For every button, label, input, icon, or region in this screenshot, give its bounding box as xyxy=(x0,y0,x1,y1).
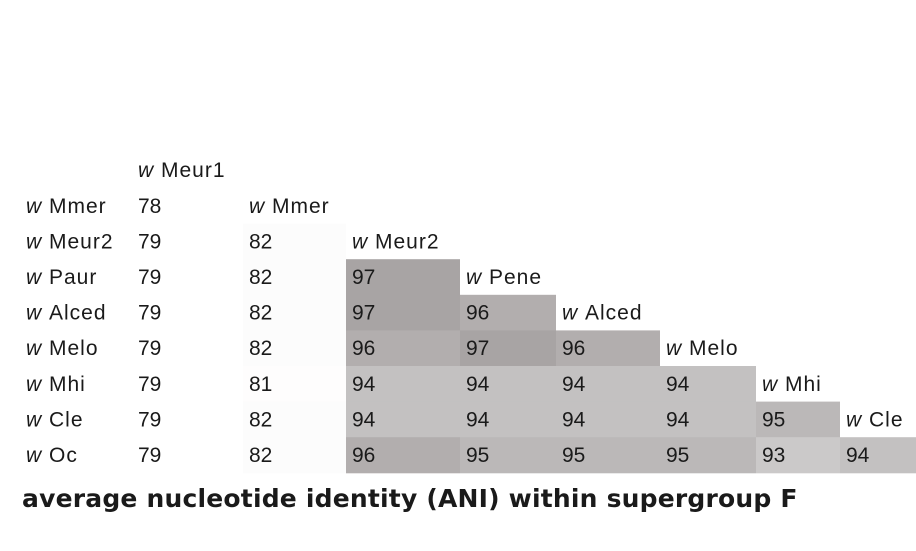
heatmap-cell xyxy=(460,401,556,438)
heatmap-cell xyxy=(460,437,556,474)
cell-value: 82 xyxy=(249,266,272,289)
cell-value: 93 xyxy=(762,444,785,467)
column-label-8: w Cle xyxy=(846,408,904,431)
row-label-2: w Meur2 xyxy=(26,230,114,253)
heatmap-cell xyxy=(132,330,243,367)
cell-value: 82 xyxy=(249,444,272,467)
cell-value: 79 xyxy=(138,302,161,325)
heatmap-cell xyxy=(132,294,243,331)
heatmap-values: 78 79 82 79 82 97 79 82 97 96 79 82 96 97 96 79 81 94 94 94… xyxy=(138,195,870,467)
row-label-1: w Mmer xyxy=(26,195,107,218)
heatmap-cell xyxy=(132,188,243,225)
cell-value: 95 xyxy=(562,444,585,467)
heatmap-cell xyxy=(346,330,460,367)
row-label-8: w Oc xyxy=(26,444,78,467)
cell-value: 82 xyxy=(249,408,272,431)
heatmap-cell xyxy=(132,366,243,403)
heatmap-cell xyxy=(132,437,243,474)
heatmap-cell xyxy=(460,330,556,367)
cell-value: 95 xyxy=(466,444,489,467)
column-label-1: w Meur1 xyxy=(138,159,226,182)
cell-value: 97 xyxy=(352,266,375,289)
heatmap-cell xyxy=(756,437,840,474)
row-label-4: w Alced xyxy=(26,302,107,325)
heatmap-cell xyxy=(660,401,756,438)
heatmap-cell xyxy=(840,437,916,474)
cell-value: 96 xyxy=(352,444,375,467)
cell-value: 79 xyxy=(138,230,161,253)
heatmap-cell xyxy=(346,366,460,403)
heatmap-cell xyxy=(346,437,460,474)
cell-value: 81 xyxy=(249,373,272,396)
heatmap-cell xyxy=(556,437,660,474)
column-label-7: w Mhi xyxy=(762,373,822,396)
cell-value: 96 xyxy=(562,337,585,360)
cell-value: 82 xyxy=(249,230,272,253)
heatmap-cell xyxy=(346,294,460,331)
heatmap-cell xyxy=(243,366,346,403)
heatmap-cell xyxy=(243,294,346,331)
heatmap-cell xyxy=(556,330,660,367)
cell-value: 96 xyxy=(466,302,489,325)
row-label-5: w Melo xyxy=(26,337,99,360)
cell-value: 94 xyxy=(352,373,376,396)
heatmap-cell xyxy=(243,401,346,438)
column-label-6: w Melo xyxy=(666,337,739,360)
cell-value: 82 xyxy=(249,302,272,325)
heatmap-cell xyxy=(243,437,346,474)
chart-title: average nucleotide identity (ANI) within… xyxy=(22,484,798,513)
cell-value: 97 xyxy=(352,302,375,325)
cell-value: 96 xyxy=(352,337,375,360)
column-label-5: w Alced xyxy=(562,302,643,325)
heatmap-cell xyxy=(132,223,243,260)
heatmap-cell xyxy=(243,259,346,296)
cell-value: 79 xyxy=(138,337,161,360)
row-label-7: w Cle xyxy=(26,408,84,431)
column-labels: w Meur1 w Mmer w Meur2 w Pene w Alced w Melo w… xyxy=(138,159,904,431)
heatmap-cell xyxy=(660,437,756,474)
heatmap-cell xyxy=(660,366,756,403)
heatmap-cell xyxy=(756,401,840,438)
heatmap-cell xyxy=(556,401,660,438)
cell-value: 94 xyxy=(666,373,690,396)
cell-value: 94 xyxy=(466,373,490,396)
cell-value: 79 xyxy=(138,373,161,396)
heatmap-cell xyxy=(132,401,243,438)
cell-value: 95 xyxy=(666,444,689,467)
cell-value: 79 xyxy=(138,444,161,467)
cell-value: 94 xyxy=(562,373,586,396)
column-label-4: w Pene xyxy=(466,266,542,289)
cell-value: 78 xyxy=(138,195,161,218)
cell-value: 94 xyxy=(666,408,690,431)
heatmap-cell xyxy=(556,366,660,403)
heatmap-cell xyxy=(346,259,460,296)
cell-value: 94 xyxy=(466,408,490,431)
row-label-3: w Paur xyxy=(26,266,97,289)
cell-value: 95 xyxy=(762,408,785,431)
column-label-3: w Meur2 xyxy=(352,230,440,253)
heatmap-cell xyxy=(243,223,346,260)
cell-value: 79 xyxy=(138,266,161,289)
heatmap-cell xyxy=(346,401,460,438)
column-label-2: w Mmer xyxy=(249,195,330,218)
cell-value: 97 xyxy=(466,337,489,360)
heatmap-cell xyxy=(460,294,556,331)
row-labels: w Mmer w Meur2 w Paur w Alced w Melo w Mhi w C… xyxy=(26,195,114,467)
cell-value: 94 xyxy=(562,408,586,431)
heatmap-cells xyxy=(132,188,916,474)
heatmap-cell xyxy=(243,330,346,367)
cell-value: 94 xyxy=(846,444,870,467)
cell-value: 82 xyxy=(249,337,272,360)
row-label-6: w Mhi xyxy=(26,373,86,396)
cell-value: 79 xyxy=(138,408,161,431)
heatmap-cell xyxy=(460,366,556,403)
heatmap-cell xyxy=(132,259,243,296)
cell-value: 94 xyxy=(352,408,376,431)
